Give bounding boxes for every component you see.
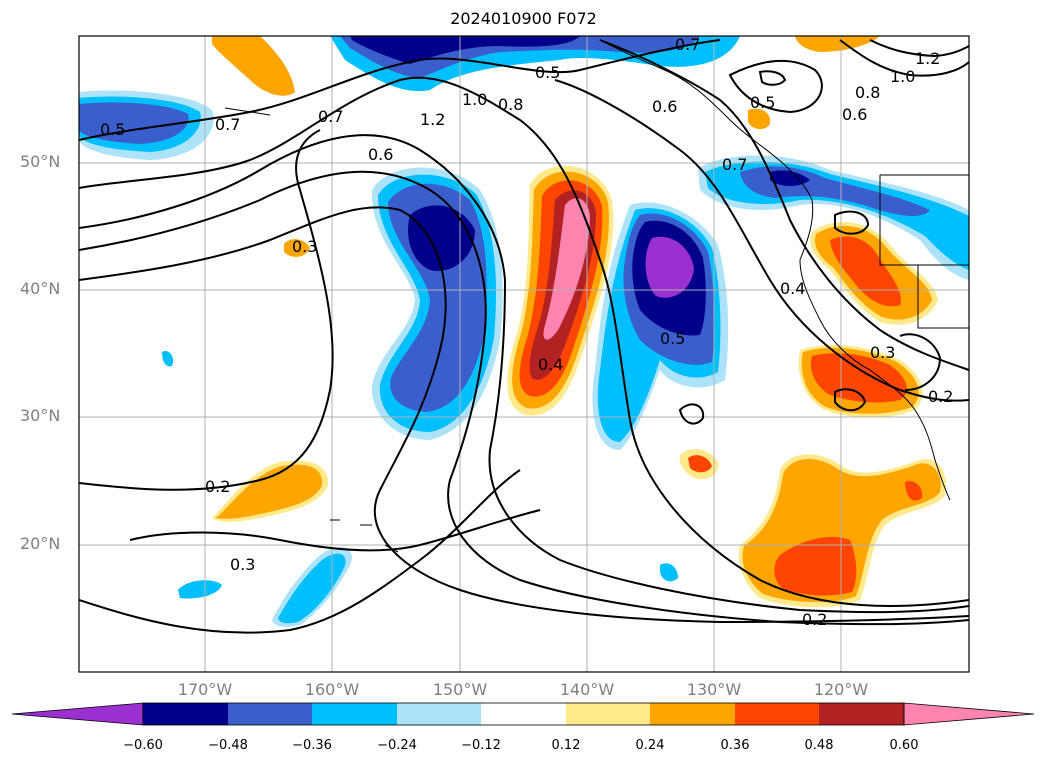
contour-label: 0.6 xyxy=(842,105,867,124)
colorbar-segment xyxy=(481,703,566,725)
lon-label: 120°W xyxy=(813,680,869,699)
contour-label: 0.5 xyxy=(535,63,560,82)
map-frame xyxy=(78,35,970,673)
colorbar-segment xyxy=(735,703,819,725)
contour-label: 0.5 xyxy=(660,329,685,348)
lon-label: 160°W xyxy=(304,680,360,699)
contour-label: 0.7 xyxy=(318,107,343,126)
contour-label: 0.3 xyxy=(230,555,255,574)
filled-fields xyxy=(79,36,969,627)
lat-label: 50°N xyxy=(20,152,61,171)
contour-label: 0.5 xyxy=(100,120,125,139)
pos-field-north xyxy=(212,36,295,96)
pos-field-sw xyxy=(284,239,310,257)
contour-label: 0.4 xyxy=(780,279,805,298)
contour-label: 0.7 xyxy=(722,155,747,174)
contour-label: 1.0 xyxy=(890,67,915,86)
contour-label: 0.7 xyxy=(215,115,240,134)
colorbar-segment xyxy=(650,703,735,725)
contour-label: 1.2 xyxy=(420,110,445,129)
contour-label: 0.3 xyxy=(292,237,317,256)
colorbar-tick-label: −0.24 xyxy=(377,738,417,753)
pos-field-140w xyxy=(543,198,590,340)
pos-field-mid xyxy=(688,455,712,473)
colorbar-segment xyxy=(566,703,650,725)
neg-field-133w xyxy=(645,236,694,298)
contour-label: 0.2 xyxy=(928,387,953,406)
colorbar-tick-label: 0.60 xyxy=(889,738,919,753)
map-title: 2024010900 F072 xyxy=(450,9,597,28)
colorbar-segment xyxy=(228,703,312,725)
contour-label: 0.2 xyxy=(205,477,230,496)
coastlines xyxy=(224,39,969,553)
colorbar-segment xyxy=(312,703,397,725)
colorbar-segment xyxy=(397,703,481,725)
lat-label: 30°N xyxy=(20,406,61,425)
lat-label: 40°N xyxy=(20,279,61,298)
contour-label: 1.0 xyxy=(462,90,487,109)
colorbar-segment xyxy=(819,703,904,725)
gridlines xyxy=(79,36,969,672)
colorbar-outline xyxy=(142,702,905,726)
pos-field-north xyxy=(748,108,771,130)
pos-field-north xyxy=(795,36,880,52)
lon-label: 140°W xyxy=(559,680,615,699)
colorbar-tick-label: 0.36 xyxy=(720,738,750,753)
lat-label: 20°N xyxy=(20,534,61,553)
pos-field-ne xyxy=(830,236,901,307)
lon-label: 170°W xyxy=(177,680,233,699)
neg-field-s xyxy=(162,350,174,367)
colorbar-extend-max xyxy=(903,702,1035,726)
neg-field-north xyxy=(350,36,580,64)
contour-label: 1.2 xyxy=(915,49,940,68)
contour-label: 0.8 xyxy=(855,83,880,102)
colorbar xyxy=(11,702,1035,726)
lon-label: 130°W xyxy=(686,680,742,699)
contour-label: 0.8 xyxy=(498,95,523,114)
colorbar-tick-label: 0.48 xyxy=(804,738,834,753)
contour-label: 0.7 xyxy=(675,35,700,54)
colorbar-extend-min xyxy=(11,702,144,726)
pos-field-se xyxy=(905,481,923,501)
contour-label: 0.5 xyxy=(750,93,775,112)
neg-field-s xyxy=(178,580,222,599)
colorbar-tick-label: −0.48 xyxy=(208,738,248,753)
contour-label-group: 0.5 0.7 1.2 1.0 0.8 0.5 0.6 0.7 0.6 0.3 … xyxy=(100,35,953,629)
colorbar-tick-label: −0.60 xyxy=(123,738,163,753)
lon-label: 150°W xyxy=(432,680,488,699)
contour-lines xyxy=(79,39,969,634)
colorbar-tick-label: −0.12 xyxy=(461,738,501,753)
neg-field-s xyxy=(660,563,678,582)
neg-field-east xyxy=(770,170,810,186)
contour-label: 0.6 xyxy=(368,145,393,164)
pos-field-sw xyxy=(216,464,323,519)
contour-label: 0.2 xyxy=(802,610,827,629)
neg-field-s xyxy=(278,553,346,624)
contour-label: 0.4 xyxy=(538,355,563,374)
contour-label: 0.3 xyxy=(870,343,895,362)
contour-label: 0.6 xyxy=(652,97,677,116)
colorbar-tick-label: −0.36 xyxy=(292,738,332,753)
colorbar-segment xyxy=(143,703,228,725)
colorbar-tick-label: 0.24 xyxy=(635,738,665,753)
pos-field-e xyxy=(810,353,907,403)
pos-field-se xyxy=(774,536,857,596)
colorbar-tick-label: 0.12 xyxy=(551,738,581,753)
neg-field-150w xyxy=(408,205,475,271)
